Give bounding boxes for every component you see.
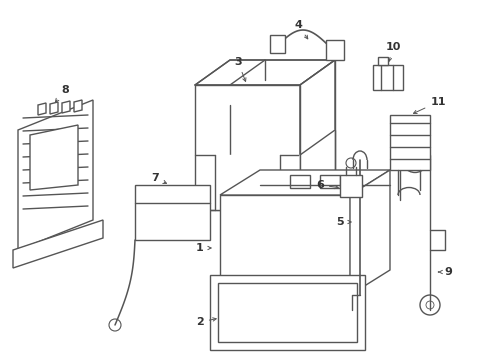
Polygon shape: [38, 103, 46, 115]
Text: 1: 1: [196, 243, 211, 253]
Polygon shape: [269, 35, 285, 53]
Text: 8: 8: [55, 85, 69, 102]
Polygon shape: [289, 175, 309, 188]
Text: 11: 11: [413, 97, 445, 113]
Polygon shape: [299, 60, 334, 210]
Polygon shape: [372, 65, 402, 90]
Text: 10: 10: [385, 42, 400, 61]
Polygon shape: [215, 155, 280, 210]
Polygon shape: [135, 185, 209, 240]
Polygon shape: [195, 85, 299, 210]
Polygon shape: [18, 100, 93, 250]
Polygon shape: [195, 60, 334, 85]
Polygon shape: [74, 100, 82, 112]
Polygon shape: [13, 220, 103, 268]
Polygon shape: [220, 195, 349, 295]
Text: 4: 4: [293, 20, 307, 39]
Polygon shape: [218, 283, 356, 342]
Polygon shape: [377, 57, 387, 65]
Polygon shape: [319, 175, 339, 188]
Polygon shape: [339, 175, 361, 197]
Polygon shape: [209, 275, 364, 350]
Polygon shape: [325, 40, 343, 60]
Polygon shape: [349, 170, 389, 295]
Polygon shape: [299, 130, 334, 210]
Text: 2: 2: [196, 317, 216, 327]
Text: 3: 3: [234, 57, 245, 81]
Polygon shape: [62, 101, 70, 113]
Text: 6: 6: [315, 180, 338, 190]
Polygon shape: [389, 115, 429, 170]
Text: 9: 9: [438, 267, 451, 277]
Text: 7: 7: [151, 173, 166, 184]
Polygon shape: [30, 125, 78, 190]
Polygon shape: [220, 170, 389, 195]
Text: 5: 5: [336, 217, 350, 227]
Polygon shape: [50, 102, 58, 114]
